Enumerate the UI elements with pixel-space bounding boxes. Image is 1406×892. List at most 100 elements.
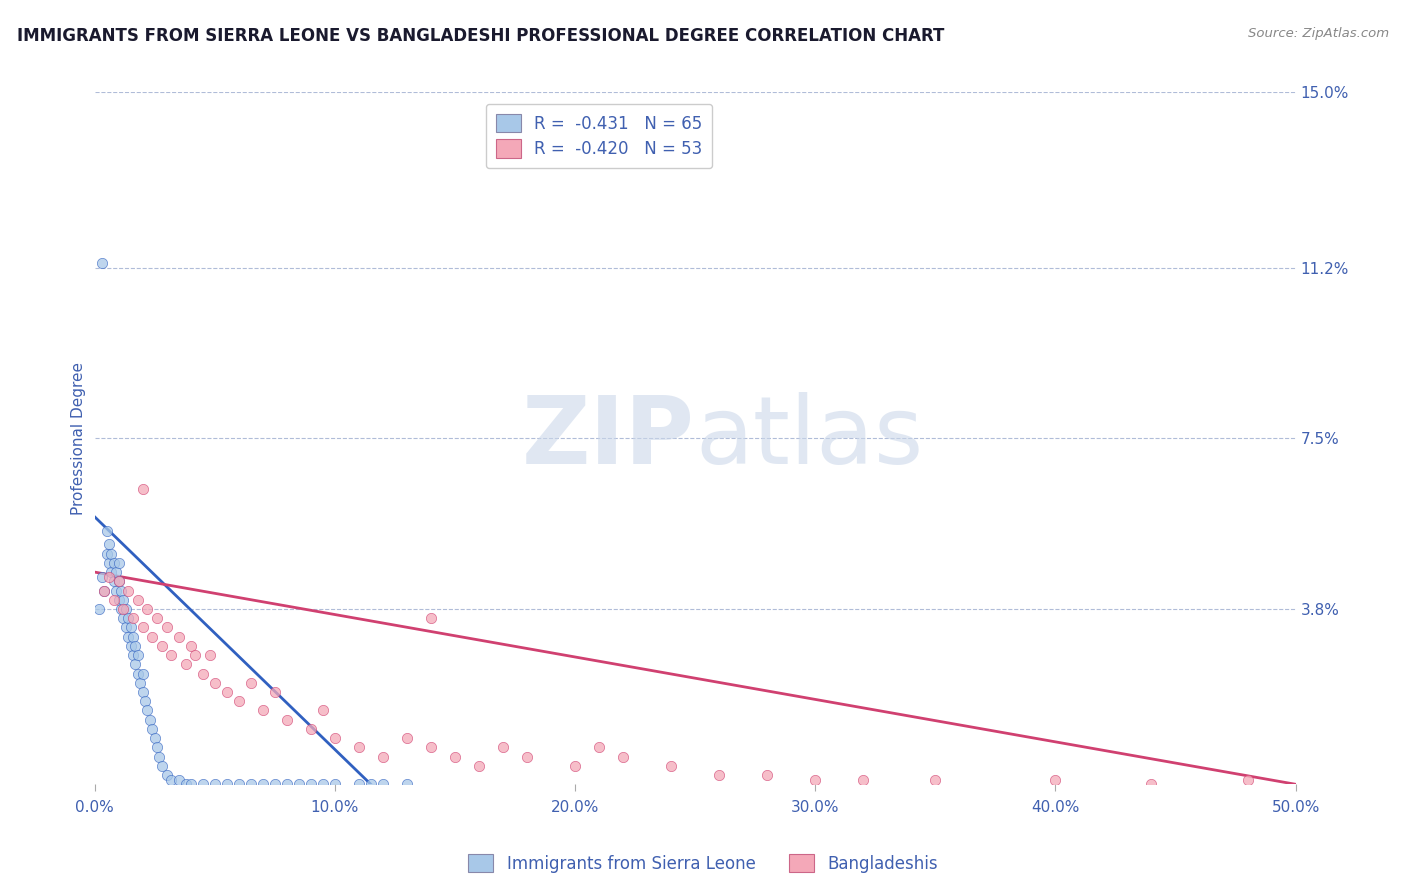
Point (371, 777, 394, 791)
Point (287, 777, 309, 791)
Point (141, 630, 163, 644)
Point (215, 777, 238, 791)
Point (117, 583, 139, 598)
Point (98, 570, 121, 584)
Point (174, 657, 197, 672)
Point (204, 675, 226, 690)
Point (198, 648, 221, 662)
Point (612, 749, 634, 764)
Text: ZIP: ZIP (522, 392, 695, 484)
Point (1236, 772, 1258, 787)
Point (160, 648, 183, 662)
Point (90, 570, 112, 584)
Point (141, 722, 163, 736)
Point (122, 648, 145, 662)
Point (395, 731, 418, 746)
Text: IMMIGRANTS FROM SIERRA LEONE VS BANGLADESHI PROFESSIONAL DEGREE CORRELATION CHAR: IMMIGRANTS FROM SIERRA LEONE VS BANGLADE… (17, 27, 945, 45)
Point (112, 602, 135, 616)
Point (124, 657, 146, 672)
Point (263, 777, 285, 791)
Point (360, 777, 382, 791)
Point (924, 772, 946, 787)
Point (239, 777, 262, 791)
Legend: Immigrants from Sierra Leone, Bangladeshis: Immigrants from Sierra Leone, Bangladesh… (461, 847, 945, 880)
Point (93, 583, 115, 598)
Point (117, 630, 139, 644)
Point (180, 777, 202, 791)
Point (204, 777, 226, 791)
Point (347, 740, 370, 755)
Legend: R =  -0.431   N = 65, R =  -0.420   N = 53: R = -0.431 N = 65, R = -0.420 N = 53 (485, 104, 713, 169)
Point (103, 574, 125, 589)
Point (131, 620, 153, 634)
Point (228, 694, 250, 708)
Point (323, 731, 346, 746)
Point (100, 547, 122, 561)
Point (110, 583, 132, 598)
Point (131, 666, 153, 681)
Point (588, 740, 610, 755)
Point (299, 777, 322, 791)
Point (107, 574, 129, 589)
Point (148, 749, 170, 764)
Point (150, 639, 173, 653)
Point (263, 685, 285, 699)
Point (191, 666, 214, 681)
Point (114, 602, 136, 616)
Point (150, 759, 173, 773)
Point (564, 759, 586, 773)
Point (395, 777, 418, 791)
Point (105, 583, 128, 598)
Point (98, 556, 121, 570)
Point (146, 611, 169, 625)
Point (120, 639, 142, 653)
Point (103, 556, 125, 570)
Point (707, 768, 730, 782)
Point (419, 740, 441, 755)
Point (312, 703, 335, 717)
Point (124, 639, 146, 653)
Point (122, 630, 145, 644)
Point (117, 611, 139, 625)
Point (110, 602, 132, 616)
Point (107, 574, 129, 589)
Point (347, 777, 370, 791)
Point (134, 694, 156, 708)
Point (127, 648, 149, 662)
Point (371, 749, 394, 764)
Point (89, 602, 111, 616)
Point (112, 611, 135, 625)
Point (112, 592, 135, 607)
Point (98, 537, 121, 551)
Point (136, 703, 159, 717)
Point (107, 592, 129, 607)
Point (103, 592, 125, 607)
Text: atlas: atlas (695, 392, 924, 484)
Point (239, 675, 262, 690)
Point (156, 620, 179, 634)
Point (143, 731, 166, 746)
Point (136, 602, 159, 616)
Point (516, 749, 538, 764)
Point (100, 565, 122, 579)
Point (146, 740, 169, 755)
Point (107, 556, 129, 570)
Point (127, 666, 149, 681)
Point (184, 648, 207, 662)
Point (96, 547, 118, 561)
Point (323, 777, 346, 791)
Point (114, 620, 136, 634)
Text: Source: ZipAtlas.com: Source: ZipAtlas.com (1249, 27, 1389, 40)
Point (131, 685, 153, 699)
Point (276, 713, 298, 727)
Point (215, 685, 238, 699)
Point (756, 768, 779, 782)
Point (804, 772, 827, 787)
Point (228, 777, 250, 791)
Point (156, 768, 179, 782)
Point (96, 524, 118, 538)
Point (93, 583, 115, 598)
Point (1140, 777, 1163, 791)
Point (276, 777, 298, 791)
Point (252, 777, 274, 791)
